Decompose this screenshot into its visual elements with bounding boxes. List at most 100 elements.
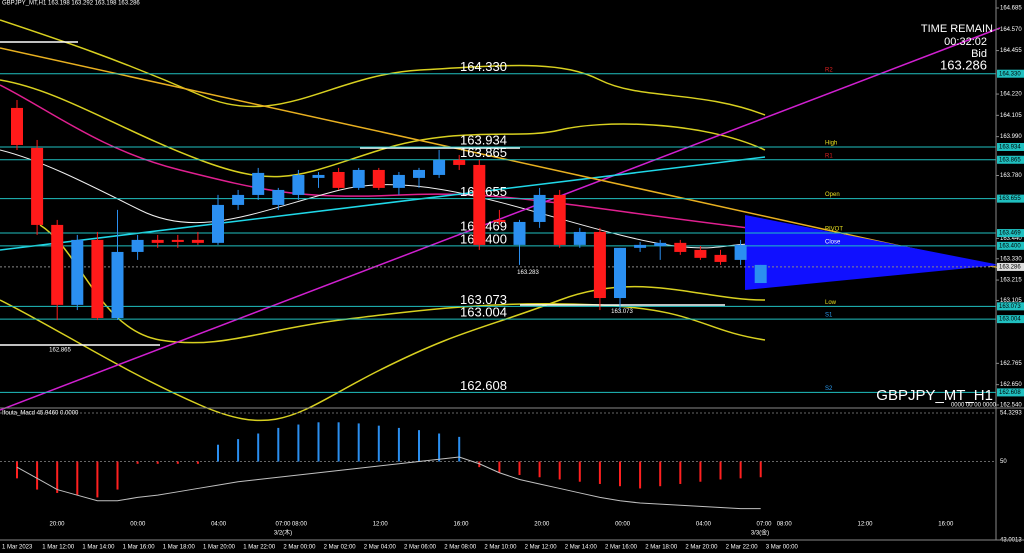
candle-body [533, 194, 546, 222]
time-label: 12:00 [857, 522, 873, 528]
server-time: 2 Mar 08:00 [444, 545, 477, 551]
histogram-bar [679, 461, 682, 484]
level-box-label: 163.865 [999, 157, 1021, 163]
triangle [745, 215, 1000, 290]
level-name: Close [825, 239, 841, 245]
server-time: 2 Mar 00:00 [283, 545, 316, 551]
histogram-bar [237, 439, 240, 462]
histogram-bar [418, 430, 420, 462]
y-tick-label: 162.765 [1000, 361, 1022, 367]
histogram-bar [196, 461, 199, 464]
histogram-bar [257, 433, 260, 462]
histogram-bar [739, 461, 742, 479]
candle-body [473, 164, 486, 245]
level-name: High [825, 141, 837, 147]
candle-body [11, 107, 23, 145]
time-label: 04:00 [696, 522, 712, 528]
candle-body [151, 239, 164, 243]
candle-body [111, 251, 124, 319]
histogram-bar [116, 461, 119, 490]
level-box [997, 69, 1024, 78]
level-box-label: 163.004 [999, 317, 1021, 323]
server-time: 1 Mar 14:00 [82, 545, 115, 551]
candle-body [171, 239, 184, 242]
time-label: 00:00 [130, 522, 146, 528]
price-mark: 163.283 [517, 270, 539, 276]
level-box [997, 194, 1024, 203]
server-time: 2 Mar 14:00 [565, 545, 598, 551]
histogram-bar [317, 422, 320, 462]
candle-body [91, 239, 104, 319]
histogram-bar [538, 461, 541, 478]
y-tick-label: 164.455 [1000, 48, 1022, 54]
time-label: 16:00 [938, 522, 954, 528]
server-time: 2 Mar 10:00 [484, 545, 517, 551]
candle-body [392, 174, 405, 188]
symbol-label: GBPJPY_MT_H1 [876, 387, 993, 404]
server-time: 2 Mar 22:00 [726, 545, 759, 551]
candle-body [51, 224, 64, 305]
level-name: PIVOT [825, 227, 843, 233]
histogram-bar [619, 461, 621, 487]
level-name: S2 [825, 386, 833, 392]
y-tick-label: 163.440 [1000, 236, 1022, 242]
level-box-label: 163.655 [999, 196, 1021, 202]
server-time: 1 Mar 16:00 [123, 545, 156, 551]
candle-body [312, 174, 325, 178]
histogram-bar [498, 461, 501, 473]
signal-line [16, 456, 761, 510]
histogram-bar [598, 461, 601, 484]
server-time: 1 Mar 20:00 [203, 545, 236, 551]
histogram-bar [277, 427, 280, 462]
candle-body [573, 231, 586, 245]
date-label: 3/2(木) [274, 529, 292, 537]
level-box [997, 155, 1024, 164]
candle-body [31, 147, 44, 225]
band-lower [0, 285, 766, 422]
header: GBPJPY_MT,H1 163.198 163.292 163.198 163… [2, 1, 140, 7]
symbol-sub: 0000 00 00 0000 [951, 403, 997, 409]
level-box [997, 229, 1024, 238]
level-name: S1 [825, 313, 833, 319]
level-box [997, 388, 1024, 397]
histogram-bar [478, 461, 481, 468]
level-box [997, 142, 1024, 151]
level-name: R1 [825, 153, 833, 159]
server-time: 2 Mar 16:00 [605, 545, 638, 551]
candle-body [71, 239, 84, 305]
histogram-bar [36, 461, 39, 490]
plot: 164.685 164.570 164.455 164.220 164.105 163.9… [0, 6, 1024, 551]
indicator-title: Ifouta_Macd 45.9460 0.0000 [2, 411, 79, 417]
time-label: 20:00 [534, 522, 550, 528]
histogram-bar [397, 427, 400, 462]
candle-body [614, 247, 626, 299]
candle-body [212, 204, 224, 243]
y-tick-label: 164.570 [1000, 27, 1022, 33]
candle-body [252, 172, 265, 195]
server-time: 2 Mar 06:00 [404, 545, 437, 551]
candle-body [453, 159, 466, 165]
time-label: 04:00 [211, 522, 227, 528]
y-tick-label: 162.650 [1000, 382, 1022, 388]
histogram-bar [156, 461, 159, 464]
bid-box-label: 163.286 [999, 265, 1021, 271]
candle-body [131, 239, 144, 252]
histogram-bar [76, 461, 79, 496]
level-box-label: 163.073 [999, 304, 1021, 310]
histogram-bar [639, 461, 642, 489]
histogram-bar [56, 461, 59, 493]
candle-body [654, 242, 667, 247]
level-box-label: 163.400 [999, 243, 1021, 249]
time-remain-title: TIME REMAIN [921, 23, 993, 35]
candle-body [272, 189, 285, 205]
time-label: 08:00 [292, 522, 308, 528]
server-time: 1 Mar 12:00 [42, 545, 75, 551]
histogram-bar [357, 423, 360, 462]
candle-body [493, 219, 506, 222]
histogram-bar [136, 461, 139, 464]
indicator-tick-label: 50 [1000, 459, 1007, 465]
histogram-bar [719, 461, 722, 480]
time-label: 08:00 [777, 522, 793, 528]
y-tick-label: 164.220 [1000, 92, 1022, 98]
server-time: 2 Mar 02:00 [324, 545, 357, 551]
